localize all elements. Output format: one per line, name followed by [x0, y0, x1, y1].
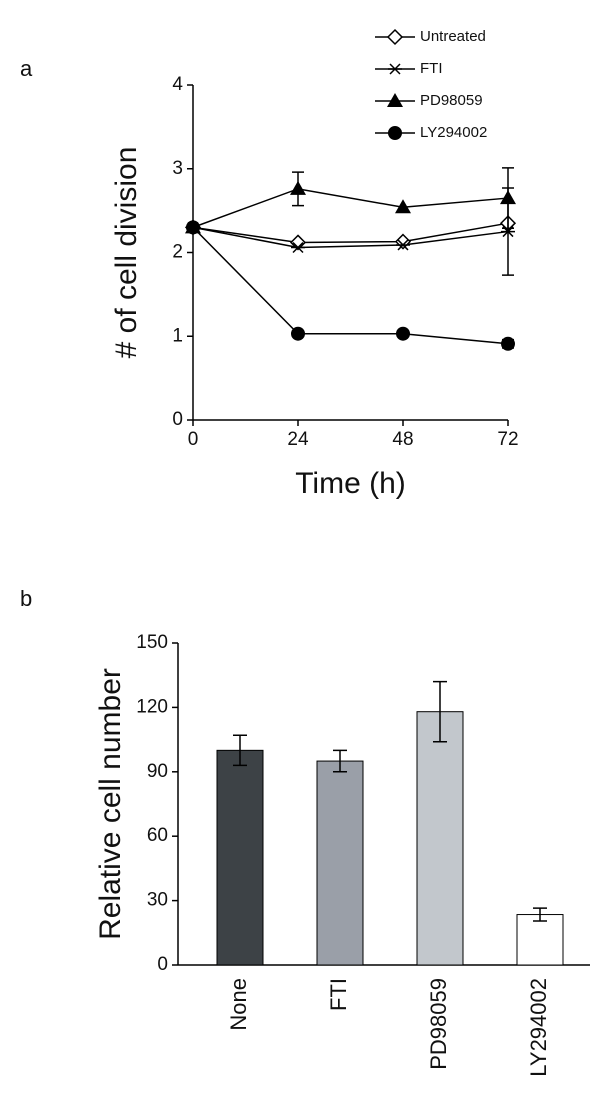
y-tick-label: 90	[147, 761, 168, 782]
error-bar	[233, 734, 247, 767]
x-tick-label: LY294002	[526, 978, 551, 1077]
series-line	[192, 226, 509, 345]
legend-label: FTI	[420, 60, 443, 77]
y-tick-label: 1	[172, 325, 183, 346]
y-tick-label: 150	[136, 632, 168, 653]
bar	[416, 711, 464, 966]
series-line	[192, 226, 509, 249]
marker	[396, 239, 410, 251]
legend-label: LY294002	[420, 124, 487, 141]
marker	[291, 326, 305, 341]
series-line	[192, 222, 509, 244]
x-axis-label: Time (h)	[295, 467, 406, 500]
x-tick-label: PD98059	[426, 978, 451, 1070]
x-tick-label: FTI	[326, 978, 351, 1011]
bar	[516, 914, 564, 966]
marker	[394, 233, 412, 250]
legend-marker	[388, 63, 402, 75]
bar	[316, 760, 364, 966]
x-tick-label: None	[226, 978, 251, 1031]
legend-label: PD98059	[420, 92, 483, 109]
error-bar	[433, 680, 447, 743]
x-tick-label: 48	[392, 429, 413, 450]
y-tick-label: 0	[172, 409, 183, 430]
y-tick-label: 60	[147, 825, 168, 846]
legend-marker	[388, 126, 402, 140]
error-bar	[533, 907, 547, 922]
x-tick-label: 24	[287, 429, 309, 450]
y-tick-label: 4	[172, 74, 183, 95]
error-bar	[333, 749, 347, 773]
marker	[186, 220, 200, 235]
x-tick-label: 0	[188, 429, 199, 450]
marker	[395, 199, 411, 214]
y-tick-label: 0	[157, 954, 168, 975]
marker	[290, 180, 306, 195]
bar	[216, 749, 264, 966]
marker	[289, 234, 307, 251]
legend-marker	[386, 28, 404, 46]
legend-marker	[387, 93, 403, 107]
marker	[501, 336, 515, 351]
y-tick-label: 120	[136, 696, 168, 717]
y-axis-label: # of cell division	[110, 147, 143, 359]
legend-label: Untreated	[420, 28, 486, 45]
x-tick-label: 72	[497, 429, 518, 450]
marker	[396, 326, 410, 341]
panel-label: b	[20, 586, 32, 611]
series-line	[192, 188, 509, 229]
y-tick-label: 30	[147, 890, 168, 911]
y-tick-label: 2	[172, 242, 183, 263]
y-tick-label: 3	[172, 158, 183, 179]
marker	[291, 241, 305, 254]
marker	[500, 190, 516, 205]
y-axis-label: Relative cell number	[94, 668, 127, 940]
panel-label: a	[20, 56, 33, 81]
